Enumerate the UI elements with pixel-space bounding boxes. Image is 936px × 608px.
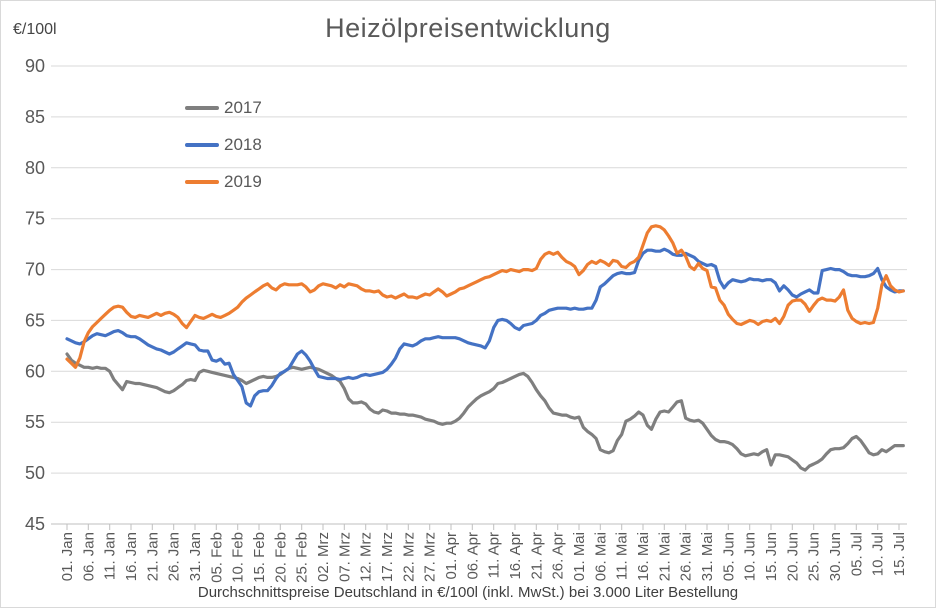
footer-caption: Durchschnittspreise Deutschland in €/100…: [197, 584, 739, 601]
x-tick-label: 25. Feb: [294, 532, 311, 583]
y-tick-label: 75: [25, 209, 45, 229]
series-line-2017: [65, 352, 905, 472]
x-tick-label: 31. Jan: [187, 532, 204, 581]
x-tick-label: 01. Apr: [443, 532, 460, 580]
x-tick-label: 15. Jul: [891, 532, 908, 576]
legend-item: 2018: [185, 126, 262, 163]
x-tick-label: 10. Jun: [742, 532, 759, 581]
x-axis: 01. Jan 06. Jan 11. Jan 16. Jan 21. Jan 26. J…: [59, 524, 908, 583]
y-tick-label: 80: [25, 158, 45, 178]
x-tick-label: 27. Mrz: [422, 532, 439, 582]
y-tick-label: 50: [25, 463, 45, 483]
x-tick-label: 17. Mrz: [379, 532, 396, 582]
legend-label: 2017: [224, 97, 262, 117]
y-gridlines: [51, 65, 907, 525]
y-axis-unit-label: €/100l: [13, 21, 57, 38]
x-tick-label: 25. Jun: [806, 532, 823, 581]
x-tick-label: 06. Jan: [80, 532, 97, 581]
legend-label: 2018: [224, 134, 262, 154]
y-axis-labels: 45 50 55 60 65 70 75 80 85 90: [25, 56, 45, 534]
x-tick-label: 16. Apr: [507, 532, 524, 580]
x-tick-label: 26. Mai: [678, 532, 695, 581]
x-tick-label: 20. Feb: [272, 532, 289, 583]
y-tick-label: 65: [25, 310, 45, 330]
x-tick-label: 06. Apr: [464, 532, 481, 580]
x-tick-label: 11. Apr: [486, 532, 503, 578]
x-tick-label: 21. Jan: [144, 532, 161, 581]
legend-item: 2017: [185, 89, 262, 126]
x-tick-label: 07. Mrz: [336, 532, 353, 582]
legend-label: 2019: [224, 171, 262, 191]
x-tick-label: 31. Mai: [699, 532, 716, 581]
y-tick-label: 70: [25, 260, 45, 280]
y-tick-label: 45: [25, 514, 45, 534]
x-tick-label: 15. Jun: [763, 532, 780, 581]
x-tick-label: 20. Jun: [784, 532, 801, 581]
y-tick-label: 55: [25, 412, 45, 432]
x-tick-label: 02. Mrz: [315, 532, 332, 582]
legend-line-swatch-2017: [185, 105, 219, 110]
x-tick-label: 30. Jun: [827, 532, 844, 581]
x-tick-label: 26. Jan: [166, 532, 183, 581]
legend-line-swatch-2018: [185, 142, 219, 147]
x-tick-label: 16. Jan: [123, 532, 140, 581]
x-tick-label: 05. Feb: [208, 532, 225, 583]
legend-line-swatch-2019: [185, 179, 219, 184]
x-tick-label: 11. Jan: [102, 532, 119, 580]
x-tick-label: 12. Mrz: [358, 532, 375, 582]
x-tick-label: 01. Jan: [59, 532, 76, 581]
x-tick-label: 05. Jul: [848, 532, 865, 576]
x-tick-label: 26. Apr: [550, 532, 567, 580]
x-tick-label: 16. Mai: [635, 532, 652, 581]
x-tick-label: 10. Jul: [870, 532, 887, 576]
x-tick-label: 05. Jun: [720, 532, 737, 581]
x-tick-label: 22. Mrz: [400, 532, 417, 582]
x-tick-label: 21. Mai: [656, 532, 673, 581]
y-tick-label: 90: [25, 56, 45, 76]
x-tick-label: 21. Apr: [528, 532, 545, 580]
y-tick-label: 60: [25, 361, 45, 381]
series-line-2019: [65, 224, 905, 369]
x-tick-label: 01. Mai: [571, 532, 588, 581]
chart-title: Heizölpreisentwicklung: [325, 13, 611, 43]
series-line-2018: [65, 247, 905, 408]
x-tick-label: 11. Mai: [614, 532, 631, 580]
x-tick-label: 10. Feb: [230, 532, 247, 583]
legend-item: 2019: [185, 163, 262, 200]
legend: 2017 2018 2019: [185, 89, 262, 200]
x-tick-label: 15. Feb: [251, 532, 268, 583]
x-tick-label: 06. Mai: [592, 532, 609, 581]
y-tick-label: 85: [25, 107, 45, 127]
